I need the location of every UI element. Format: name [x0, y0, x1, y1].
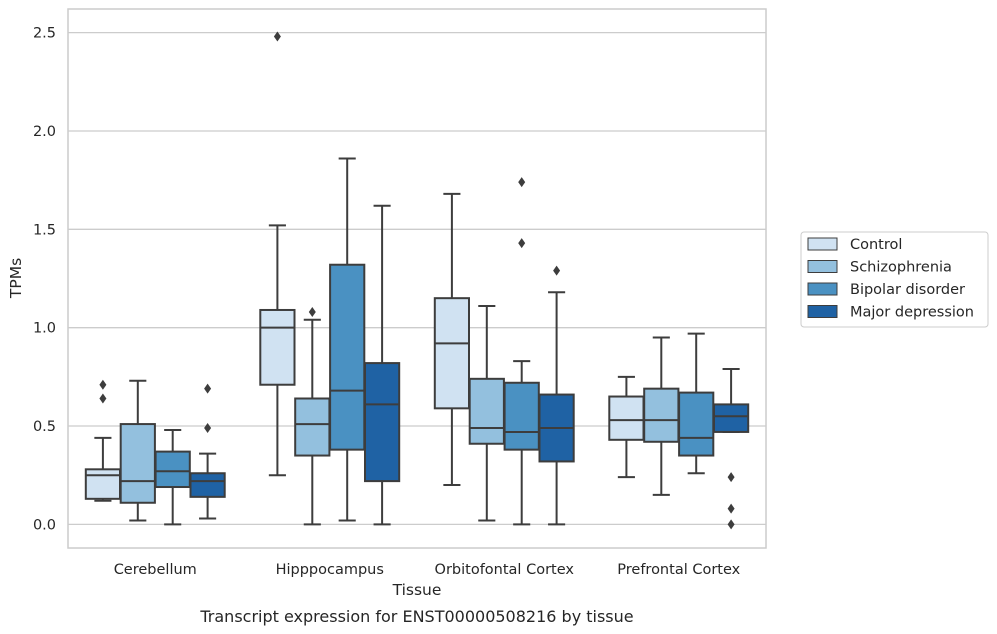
box-3-0 [608, 375, 645, 479]
box-0-0 [84, 379, 122, 502]
box-2-3 [538, 265, 575, 526]
box-1-2 [329, 157, 366, 522]
x-tick-label: Hipppocampus [276, 562, 384, 578]
box-iqr [84, 468, 122, 500]
outlier-point [308, 306, 316, 317]
y-tick-label: 2.5 [33, 26, 56, 42]
legend-swatch [807, 260, 838, 273]
box-iqr [329, 263, 366, 451]
box-iqr [503, 381, 540, 451]
box-iqr [259, 308, 296, 386]
legend-label: Bipolar disorder [850, 282, 965, 298]
box-iqr [468, 377, 505, 445]
legend-label: Control [850, 237, 902, 253]
y-tick-label: 1.0 [33, 321, 56, 337]
box-iqr [643, 387, 680, 443]
outlier-point [99, 379, 107, 390]
outlier-point [204, 383, 212, 394]
box-0-3 [189, 383, 226, 520]
box-iqr [712, 403, 750, 433]
box-0-2 [154, 428, 191, 526]
outlier-point [99, 393, 107, 404]
outlier-point [518, 177, 526, 188]
grid-lines [68, 31, 766, 526]
y-tick-label: 0.0 [33, 517, 56, 533]
chart-caption: Transcript expression for ENST0000050821… [199, 607, 633, 626]
y-tick-label: 0.5 [33, 419, 56, 435]
y-tick-label: 2.0 [33, 124, 56, 140]
outlier-point [273, 31, 281, 42]
box-2-0 [433, 192, 471, 487]
outlier-point [727, 519, 735, 530]
x-tick-label: Orbitofontal Cortex [435, 562, 575, 578]
box-3-2 [678, 332, 715, 475]
outlier-point [553, 265, 561, 276]
outlier-point [727, 503, 735, 514]
y-axis-label: TPMs [7, 258, 25, 299]
box-2-1 [468, 305, 505, 522]
box-3-3 [712, 367, 750, 530]
plot-frame [67, 8, 767, 549]
y-tick-labels: 0.0 0.5 1.0 1.5 2.0 2.5 [33, 26, 56, 534]
outlier-point [518, 238, 526, 249]
outlier-point [727, 472, 735, 483]
boxes-layer [84, 31, 750, 530]
x-axis-label: Tissue [392, 581, 442, 599]
legend-label: Schizophrenia [850, 260, 952, 276]
box-iqr [678, 391, 715, 457]
box-iqr [363, 362, 401, 483]
legend: Control Schizophrenia Bipolar disorder Majo… [800, 231, 989, 328]
legend-label: Major depression [850, 305, 974, 321]
box-iqr [119, 423, 156, 504]
box-3-1 [643, 336, 680, 496]
box-iqr [189, 472, 226, 498]
x-tick-label: Prefrontal Cortex [617, 562, 740, 578]
box-2-2 [503, 177, 540, 526]
box-0-1 [119, 379, 156, 522]
x-tick-labels: Cerebellum Hipppocampus Orbitofontal Corte… [114, 562, 741, 578]
x-tick-label: Cerebellum [114, 562, 197, 578]
box-iqr [608, 395, 645, 441]
box-1-0 [259, 31, 296, 477]
box-1-1 [294, 306, 331, 526]
box-iqr [154, 450, 191, 489]
box-iqr [294, 397, 331, 457]
legend-swatch [807, 282, 838, 296]
legend-frame [800, 231, 989, 328]
legend-swatch [807, 237, 838, 251]
y-tick-label: 1.5 [33, 222, 56, 238]
box-1-3 [363, 204, 401, 526]
legend-swatch [807, 305, 838, 318]
box-iqr [433, 297, 471, 410]
outlier-point [204, 423, 212, 434]
